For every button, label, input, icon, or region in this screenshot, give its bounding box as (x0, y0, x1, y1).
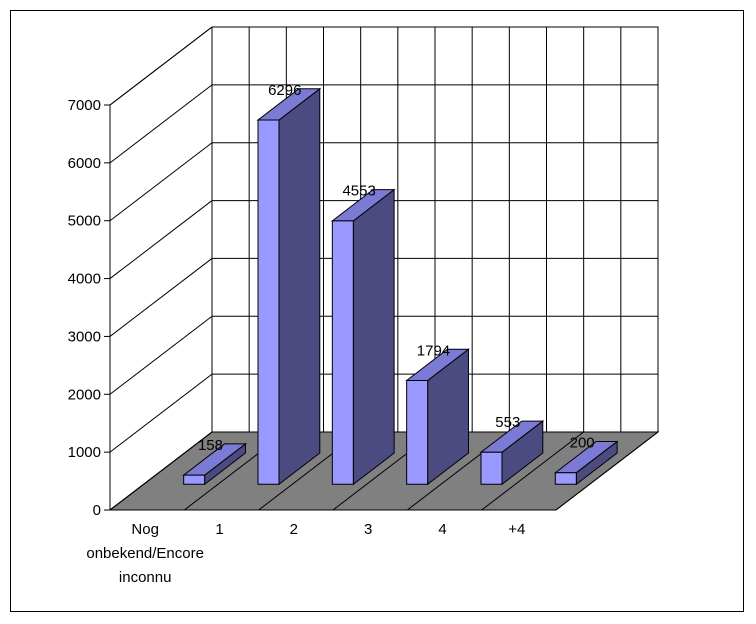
y-tick-label: 0 (93, 502, 101, 519)
bar-front (554, 472, 577, 485)
bar-front (331, 220, 354, 485)
bar (330, 188, 396, 486)
floor-divider (481, 431, 584, 511)
data-label: 158 (198, 437, 223, 454)
data-label: 4553 (342, 183, 375, 200)
y-axis-tick-labels: 0 1000 2000 3000 4000 5000 6000 7000 (68, 97, 110, 519)
x-tick-label: 3 (364, 521, 372, 538)
chart-frame (10, 10, 744, 612)
bar-front (480, 451, 503, 485)
gridline-side (109, 315, 213, 395)
bar-side (278, 87, 321, 486)
x-tick-label: 2 (290, 521, 298, 538)
bar (405, 348, 470, 486)
y-tick-label: 4000 (68, 271, 101, 288)
y-tick-label: 5000 (68, 213, 101, 230)
gridline-side (109, 142, 213, 222)
x-tick-label: onbekend/Encore (86, 545, 204, 562)
y-tick-label: 3000 (68, 328, 101, 345)
data-labels: 158 6296 4553 1794 553 200 (198, 82, 595, 454)
bar (256, 87, 322, 486)
data-label: 1794 (417, 342, 450, 359)
y-tick-label: 7000 (68, 97, 101, 114)
bar-front (406, 379, 429, 485)
x-tick-label: inconnu (119, 569, 172, 586)
side-wall-top-edge (109, 26, 213, 106)
y-tick-label: 2000 (68, 386, 101, 403)
bar-side (352, 188, 395, 486)
data-label: 200 (570, 434, 595, 451)
bar (479, 420, 545, 486)
x-tick-label: 1 (215, 521, 223, 538)
floor-divider (555, 431, 659, 511)
gridline-side (109, 200, 213, 279)
x-tick-label: +4 (508, 521, 525, 538)
bar (182, 442, 247, 486)
data-label: 553 (495, 414, 520, 431)
bar-front (257, 119, 280, 485)
bars (182, 87, 619, 486)
y-tick-label: 1000 (68, 444, 101, 461)
x-tick-label: Nog (131, 521, 159, 538)
y-tick-label: 6000 (68, 155, 101, 172)
x-tick-label: 4 (438, 521, 446, 538)
bar-front (183, 474, 206, 485)
gridline-side (109, 258, 213, 337)
bar (553, 440, 619, 486)
gridline-side (109, 84, 213, 164)
x-axis-tick-labels: Nog onbekend/Encore inconnu 1 2 3 4 +4 (86, 521, 525, 586)
gridline-side (109, 373, 213, 453)
data-label: 6296 (268, 82, 301, 99)
floor-divider (109, 431, 213, 511)
